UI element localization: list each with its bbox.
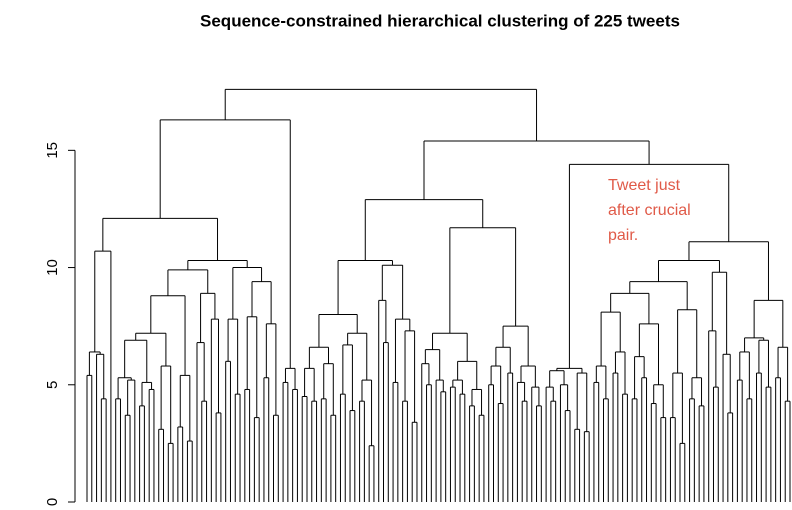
annotation: pair. [608,227,638,244]
y-tick-label: 15 [44,142,61,159]
dendrogram [86,88,791,502]
chart-title: Sequence-constrained hierarchical cluste… [200,11,680,30]
annotation: after crucial [608,202,691,219]
y-tick-label: 0 [44,498,61,506]
y-tick-label: 10 [44,259,61,276]
annotation: Tweet just [608,177,681,194]
y-tick-label: 5 [44,381,61,389]
